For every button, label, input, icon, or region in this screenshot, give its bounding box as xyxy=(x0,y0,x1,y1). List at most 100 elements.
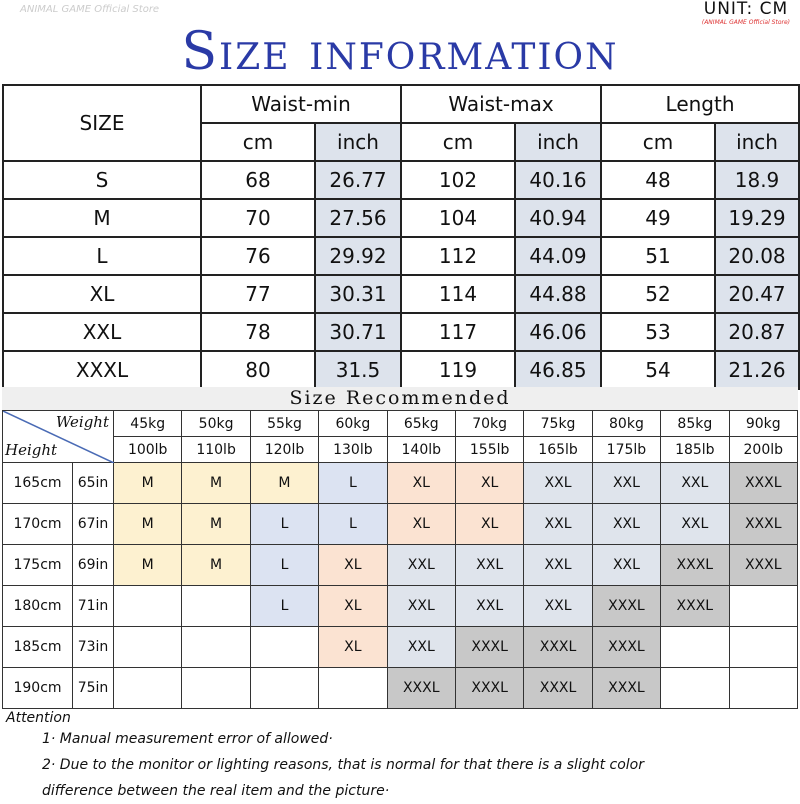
value-cell: 46.06 xyxy=(514,312,603,352)
weight-kg: 65kg xyxy=(386,410,456,437)
weight-kg: 50kg xyxy=(181,410,251,437)
group-header-row: SIZE Waist-min Waist-max Length xyxy=(2,84,800,162)
size-cell: XL xyxy=(454,462,525,504)
value-cell: 19.29 xyxy=(714,198,800,238)
height-in: 71in xyxy=(72,585,114,627)
value-cell: 114 xyxy=(400,274,517,314)
size-cell: XXL xyxy=(660,503,730,545)
size-cell: XXXL xyxy=(660,585,730,627)
size-cell: XXXL xyxy=(523,667,593,709)
value-cell: 102 xyxy=(400,160,517,200)
size-cell: L xyxy=(318,462,388,504)
unit-header-cm: cm xyxy=(400,122,517,162)
size-cell xyxy=(181,667,251,709)
size-cell: XXL xyxy=(454,544,525,586)
size-cell: XXL xyxy=(386,626,456,668)
size-cell xyxy=(728,626,799,668)
size-cell xyxy=(728,585,799,627)
value-cell: 80 xyxy=(200,350,316,390)
weight-lb: 130lb xyxy=(318,436,388,463)
attention-note: 1· Manual measurement error of allowed· xyxy=(42,731,333,747)
table-row: XXXL 80 31.5 119 46.85 54 21.26 xyxy=(2,350,800,390)
weight-lb: 165lb xyxy=(523,436,593,463)
size-cell: XXXL xyxy=(660,544,730,586)
size-cell: M xyxy=(112,462,183,504)
group-header: Waist-max xyxy=(400,84,603,124)
height-cm: 180cm xyxy=(2,585,73,627)
size-cell: XXL xyxy=(523,503,593,545)
height-in: 67in xyxy=(72,503,114,545)
corner-cell: Weight Height xyxy=(2,410,114,463)
weight-kg: 60kg xyxy=(318,410,388,437)
table-row: 170cm 67in M M L L XL XL XXL XXL XXL XXXL xyxy=(2,503,799,545)
value-cell: 44.88 xyxy=(514,274,603,314)
value-cell: 104 xyxy=(400,198,517,238)
size-cell: XXXL xyxy=(2,350,202,390)
value-cell: 20.47 xyxy=(714,274,800,314)
size-cell: XL xyxy=(318,626,388,668)
size-recommended-table: Weight Height 45kg 50kg 55kg 60kg 65kg 70kg 75kg… xyxy=(2,410,799,709)
size-cell: L xyxy=(318,503,388,545)
size-cell: S xyxy=(2,160,202,200)
size-cell: XXXL xyxy=(523,626,593,668)
value-cell: 51 xyxy=(600,236,717,276)
height-in: 73in xyxy=(72,626,114,668)
value-cell: 53 xyxy=(600,312,717,352)
attention-heading: Attention xyxy=(6,710,71,726)
weight-kg: 45kg xyxy=(112,410,183,437)
group-header: Length xyxy=(600,84,800,124)
size-cell: XL xyxy=(386,503,456,545)
size-cell: XXXL xyxy=(454,667,525,709)
weight-kg: 80kg xyxy=(591,410,662,437)
size-header: SIZE xyxy=(2,84,202,162)
value-cell: 68 xyxy=(200,160,316,200)
table-row: 180cm 71in L XL XXL XXL XXL XXXL XXXL xyxy=(2,585,799,627)
size-cell: XXXL xyxy=(386,667,456,709)
value-cell: 40.16 xyxy=(514,160,603,200)
size-cell xyxy=(318,667,388,709)
value-cell: 77 xyxy=(200,274,316,314)
weight-lb: 140lb xyxy=(386,436,456,463)
group-header: Waist-min xyxy=(199,84,403,124)
table-row: 185cm 73in XL XXL XXXL XXXL XXXL xyxy=(2,626,799,668)
value-cell: 26.77 xyxy=(313,160,403,200)
value-cell: 18.9 xyxy=(714,160,800,200)
store-name: (ANIMAL GAME Official Store) xyxy=(701,19,790,26)
size-cell xyxy=(660,626,730,668)
size-cell: XXXL xyxy=(454,626,525,668)
weight-kg-row: Weight Height 45kg 50kg 55kg 60kg 65kg 70kg 75kg… xyxy=(2,410,799,463)
weight-kg: 55kg xyxy=(249,410,320,437)
size-cell: XXL xyxy=(523,544,593,586)
size-cell: L xyxy=(249,544,320,586)
table-row: L 76 29.92 112 44.09 51 20.08 xyxy=(2,236,800,276)
size-cell: XXL xyxy=(386,544,456,586)
value-cell: 46.85 xyxy=(514,350,603,390)
unit-header-cm: cm xyxy=(200,122,316,162)
page-title: Size information xyxy=(181,22,619,82)
value-cell: 49 xyxy=(600,198,717,238)
size-cell: M xyxy=(181,462,251,504)
size-table: SIZE Waist-min Waist-max Length cm inch cm inch… xyxy=(2,84,800,390)
size-cell xyxy=(249,667,320,709)
weight-lb: 185lb xyxy=(660,436,730,463)
size-cell: M xyxy=(2,198,202,238)
size-cell: XXL xyxy=(591,462,662,504)
size-cell: L xyxy=(249,585,320,627)
height-cm: 175cm xyxy=(2,544,73,586)
weight-kg: 70kg xyxy=(454,410,525,437)
unit-header-inch: inch xyxy=(714,122,800,162)
value-cell: 21.26 xyxy=(714,350,800,390)
weight-lb-row: 100lb 110lb 120lb 130lb 140lb 155lb 165lb 175lb… xyxy=(3,436,799,463)
size-cell: XXL xyxy=(2,312,202,352)
size-cell: XXL xyxy=(454,585,525,627)
height-in: 69in xyxy=(72,544,114,586)
height-label: Height xyxy=(5,441,58,459)
value-cell: 40.94 xyxy=(514,198,603,238)
size-cell: M xyxy=(249,462,320,504)
height-cm: 170cm xyxy=(2,503,73,545)
size-cell: M xyxy=(112,503,183,545)
weight-lb: 155lb xyxy=(454,436,525,463)
unit-header-row: cm inch cm inch cm inch xyxy=(3,122,800,162)
weight-lb: 100lb xyxy=(112,436,183,463)
table-row: 165cm 65in M M M L XL XL XXL XXL XXL XXXL xyxy=(2,462,799,504)
